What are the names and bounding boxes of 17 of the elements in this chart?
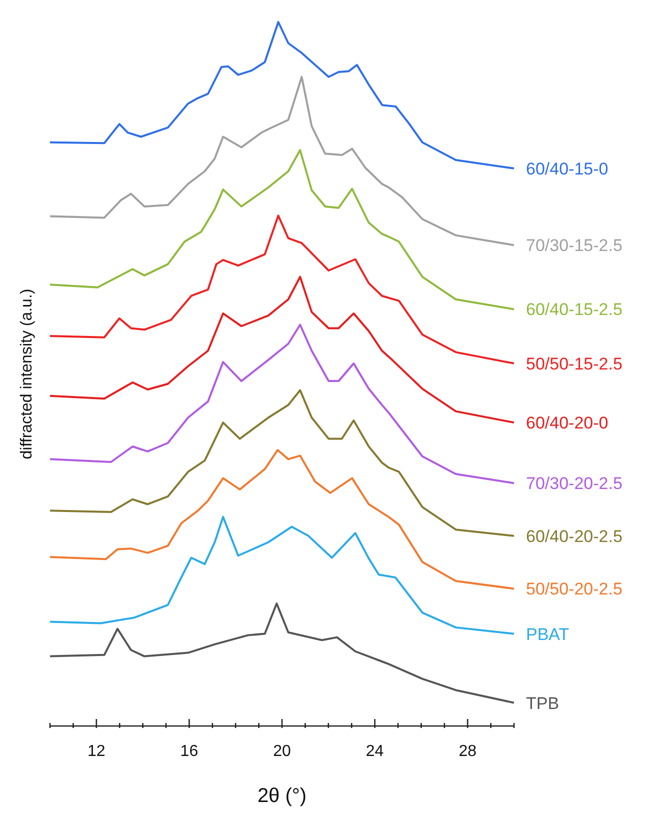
x-tick-label: 20 xyxy=(273,743,291,760)
x-tick-label: 12 xyxy=(88,743,106,760)
series-label: 60/40-20-2.5 xyxy=(526,526,622,546)
x-tick-label: 28 xyxy=(458,743,477,760)
series-label: 60/40-15-0 xyxy=(526,159,608,178)
y-axis-title: diffracted intensity (a.u.) xyxy=(18,288,36,460)
series-label: 60/40-15-2.5 xyxy=(526,300,622,320)
series-label: 70/30-20-2.5 xyxy=(526,474,622,494)
series-label: PBAT xyxy=(526,624,570,644)
series-label: TPB xyxy=(526,694,560,713)
series-label: 50/50-20-2.5 xyxy=(526,580,622,599)
x-tick-label: 24 xyxy=(366,743,384,760)
series-label: 50/50-15-2.5 xyxy=(526,354,622,374)
series-label: 70/30-15-2.5 xyxy=(526,236,622,256)
x-axis-title: 2θ (°) xyxy=(257,785,307,807)
series-label: 60/40-20-0 xyxy=(526,414,608,433)
x-tick-label: 16 xyxy=(180,743,198,760)
